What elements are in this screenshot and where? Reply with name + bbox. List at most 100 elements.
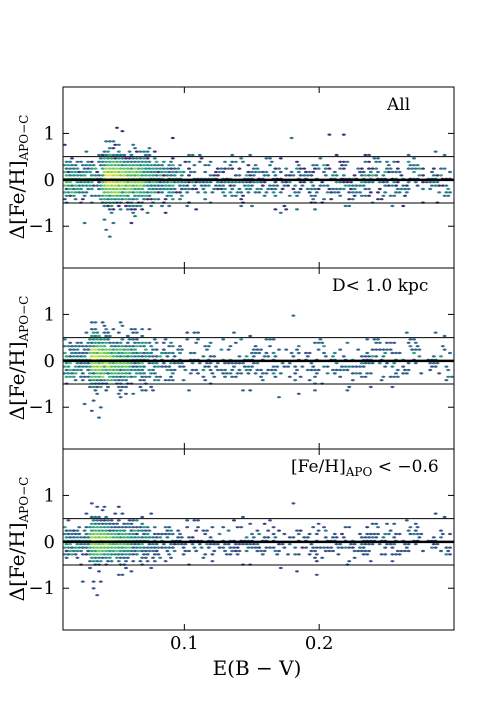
hexbin-cell bbox=[156, 553, 161, 556]
hexbin-cell bbox=[383, 184, 388, 187]
hexbin-cell bbox=[71, 536, 76, 539]
hexbin-cell bbox=[163, 211, 168, 215]
hexbin-cell bbox=[136, 536, 141, 539]
hexbin-cell bbox=[131, 546, 136, 549]
hexbin-cell bbox=[154, 542, 159, 546]
hexbin-cell bbox=[214, 184, 218, 187]
hexbin-cell bbox=[295, 208, 299, 211]
hexbin-cell bbox=[178, 191, 182, 194]
hexbin-cell bbox=[383, 351, 388, 355]
hexbin-cell bbox=[296, 191, 301, 194]
hexbin-cell bbox=[154, 180, 159, 184]
hexbin-cell bbox=[131, 204, 136, 208]
y-tick-label: −1 bbox=[28, 216, 55, 237]
hexbin-cell bbox=[115, 536, 119, 539]
hexbin-cell bbox=[160, 191, 164, 194]
hexbin-cell bbox=[118, 361, 123, 365]
hexbin-cell bbox=[140, 375, 145, 379]
hexbin-cell bbox=[268, 519, 272, 522]
hexbin-cell bbox=[392, 522, 397, 526]
hexbin-cell bbox=[413, 542, 418, 546]
hexbin-cell bbox=[187, 174, 191, 177]
hexbin-cell bbox=[120, 385, 125, 389]
hexbin-cell bbox=[152, 184, 157, 187]
hexbin-cell bbox=[152, 150, 157, 153]
hexbin-cell bbox=[365, 372, 370, 375]
hexbin-cell bbox=[257, 532, 262, 536]
hexbin-cell bbox=[251, 361, 256, 365]
hexbin-cell bbox=[107, 348, 112, 351]
hexbin-cell bbox=[410, 348, 415, 351]
hexbin-cell bbox=[332, 351, 337, 355]
hexbin-cell bbox=[134, 351, 139, 355]
hexbin-cell bbox=[170, 136, 175, 140]
hexbin-cell bbox=[338, 375, 343, 379]
hexbin-cell bbox=[431, 355, 436, 358]
hexbin-cell bbox=[147, 327, 152, 331]
hexbin-cell bbox=[446, 194, 451, 198]
hexbin-cell bbox=[138, 365, 143, 368]
hexbin-cell bbox=[376, 191, 380, 194]
hexbin-cell bbox=[102, 197, 107, 201]
hexbin-cell bbox=[97, 160, 101, 164]
hexbin-cell bbox=[232, 331, 236, 334]
hexbin-cell bbox=[111, 208, 116, 211]
hexbin-cell bbox=[388, 542, 393, 546]
hexbin-cell bbox=[77, 546, 82, 549]
hexbin-cell bbox=[89, 327, 94, 331]
hexbin-cell bbox=[145, 351, 150, 355]
hexbin-cell bbox=[102, 150, 107, 153]
hexbin-cell bbox=[223, 167, 227, 170]
hexbin-cell bbox=[271, 546, 276, 549]
hexbin-cell bbox=[338, 167, 343, 170]
hexbin-cell bbox=[242, 365, 247, 368]
hexbin-cell bbox=[316, 348, 321, 351]
hexbin-cell bbox=[134, 519, 139, 522]
hexbin-cell bbox=[107, 355, 112, 358]
hexbin-cell bbox=[442, 334, 447, 338]
hexbin-cell bbox=[104, 194, 109, 198]
hexbin-cell bbox=[444, 191, 449, 194]
hexbin-cell bbox=[322, 344, 326, 348]
hexbin-cell bbox=[102, 170, 107, 174]
hexbin-cell bbox=[251, 167, 256, 170]
hexbin-cell bbox=[226, 542, 231, 546]
hexbin-cell bbox=[264, 191, 269, 194]
hexbin-cell bbox=[73, 378, 78, 382]
hexbin-cell bbox=[106, 519, 110, 522]
hexbin-cell bbox=[93, 542, 98, 546]
hexbin-cell bbox=[215, 368, 220, 372]
hexbin-cell bbox=[129, 167, 134, 170]
hexbin-cell bbox=[431, 542, 436, 546]
hexbin-cell bbox=[104, 529, 109, 532]
hexbin-cell bbox=[257, 546, 262, 549]
hexbin-cell bbox=[165, 368, 170, 372]
hexbin-cell bbox=[349, 180, 353, 184]
hexbin-cell bbox=[205, 348, 209, 351]
hexbin-cell bbox=[448, 532, 452, 536]
hexbin-cell bbox=[302, 536, 307, 539]
hexbin-cell bbox=[124, 378, 128, 382]
hexbin-cell bbox=[358, 184, 362, 187]
hexbin-cell bbox=[66, 191, 71, 194]
hexbin-cell bbox=[97, 174, 101, 177]
hexbin-cell bbox=[415, 525, 420, 529]
hexbin-cell bbox=[197, 542, 202, 546]
hexbin-cell bbox=[106, 385, 110, 389]
hexbin-cell bbox=[309, 542, 314, 546]
hexbin-cell bbox=[93, 341, 98, 345]
hexbin-cell bbox=[190, 187, 195, 191]
hexbin-cell bbox=[367, 549, 371, 553]
hexbin-cell bbox=[77, 191, 82, 194]
hexbin-cell bbox=[104, 174, 109, 177]
hexbin-cell bbox=[266, 187, 271, 191]
y-tick-label: 1 bbox=[44, 304, 55, 325]
hexbin-cell bbox=[295, 167, 299, 170]
hexbin-cell bbox=[178, 351, 182, 355]
hexbin-cell bbox=[190, 542, 195, 546]
hexbin-cell bbox=[341, 174, 346, 177]
hexbin-cell bbox=[107, 153, 112, 157]
hexbin-cell bbox=[106, 191, 110, 194]
hexbin-cell bbox=[115, 126, 119, 130]
hexbin-cell bbox=[334, 153, 339, 157]
